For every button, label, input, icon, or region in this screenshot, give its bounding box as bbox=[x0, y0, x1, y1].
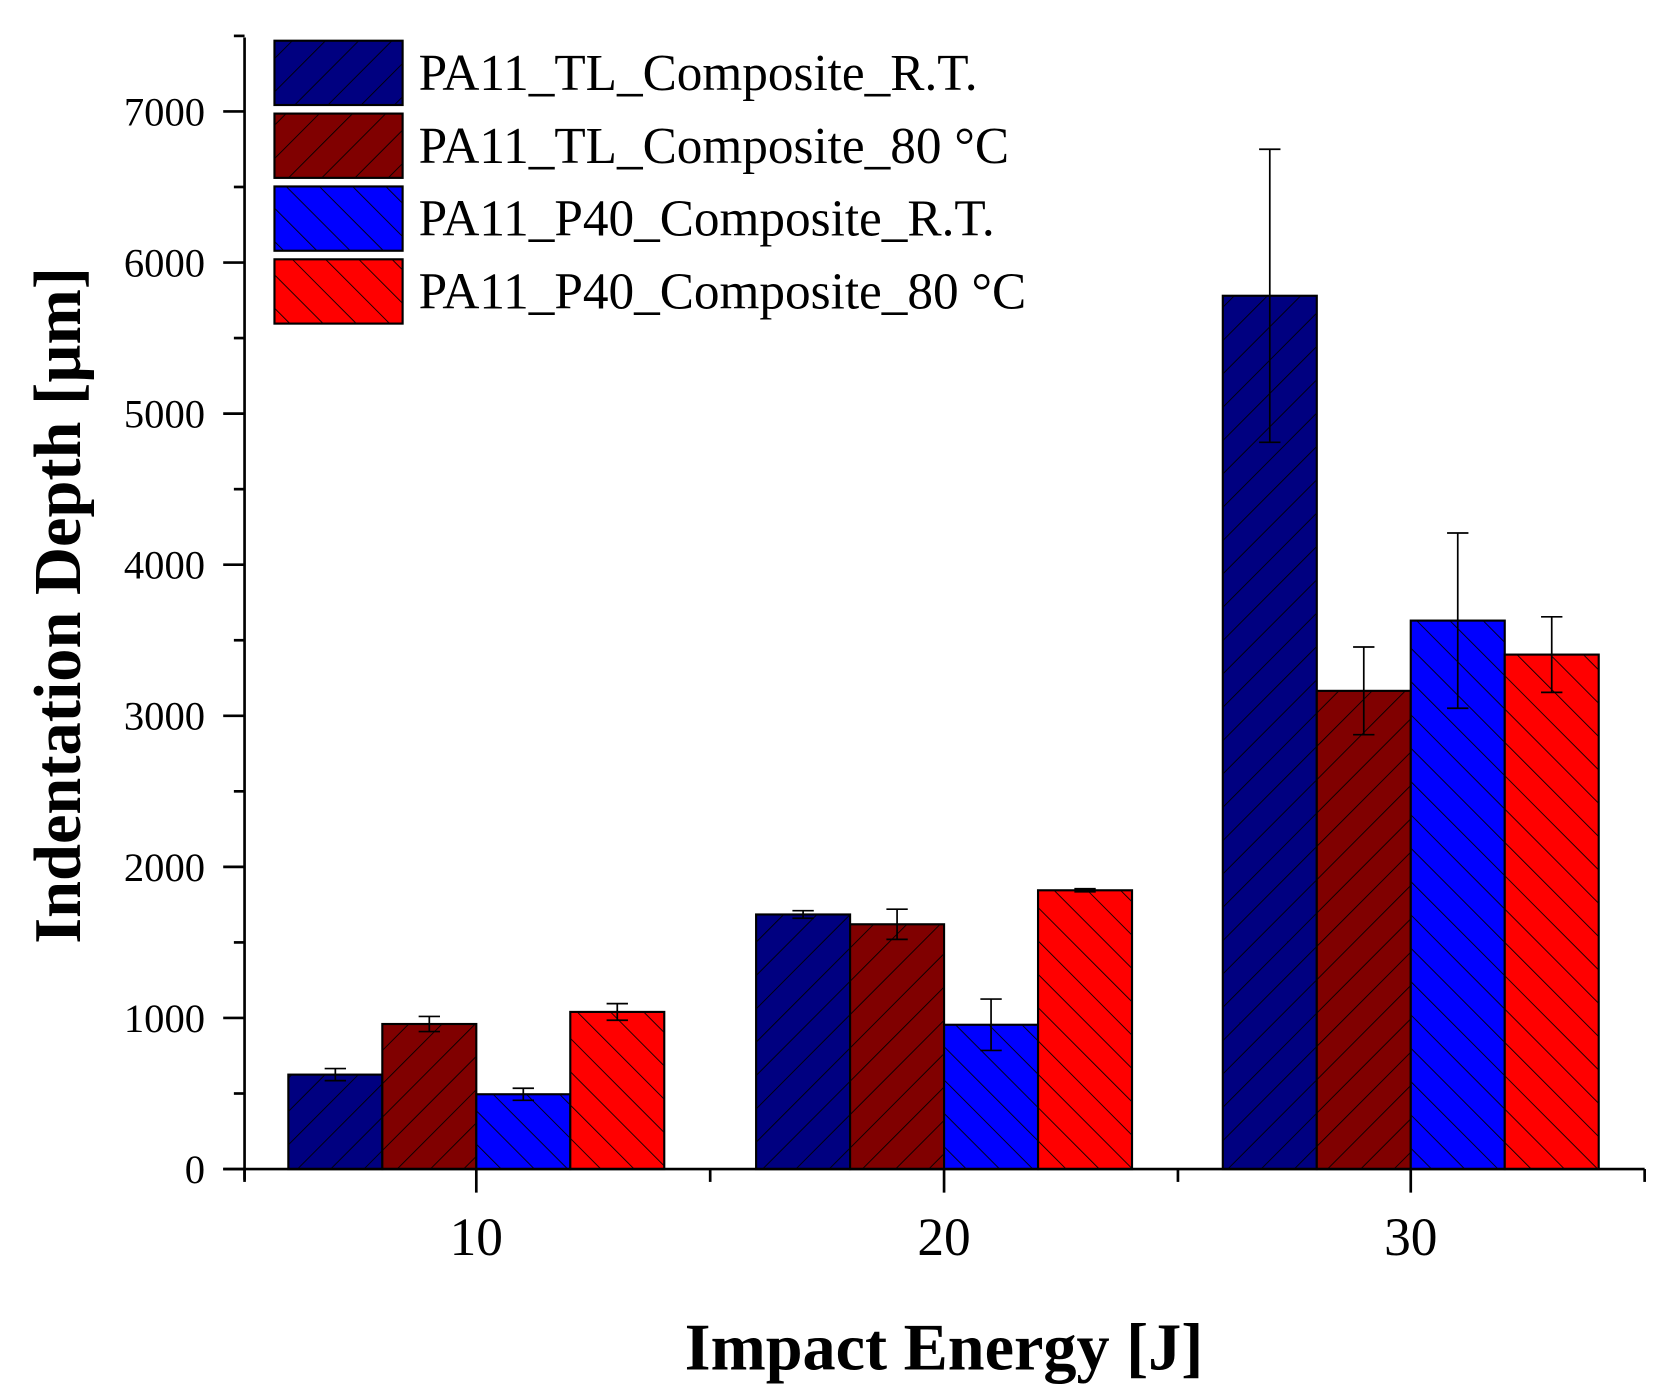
bar-group bbox=[1315, 646, 1412, 1171]
bar-group bbox=[287, 1067, 384, 1171]
legend-swatch-hatch bbox=[273, 185, 404, 252]
y-tick-label: 5000 bbox=[124, 391, 205, 436]
x-axis-title: Impact Energy [J] bbox=[685, 1311, 1204, 1384]
bar-group bbox=[569, 1002, 666, 1171]
legend-label: PA11_TL_Composite_R.T. bbox=[419, 45, 978, 102]
y-tick-label: 0 bbox=[185, 1147, 205, 1192]
bar-group bbox=[381, 1015, 478, 1171]
y-tick-label: 2000 bbox=[124, 845, 205, 890]
bar-hatch bbox=[569, 1010, 666, 1171]
bar-group bbox=[475, 1087, 572, 1171]
bar-hatch bbox=[1315, 689, 1412, 1171]
bar-group bbox=[1409, 532, 1506, 1171]
bar-hatch bbox=[381, 1022, 478, 1171]
y-tick-label: 3000 bbox=[124, 694, 205, 739]
axes-layer: 0 1000 2000 3000 4000 5000 6000 7000 10 20 30 bbox=[124, 34, 1646, 1267]
legend-swatch-hatch bbox=[273, 258, 404, 325]
legend-swatch-hatch bbox=[273, 112, 404, 179]
legend-label: PA11_P40_Composite_80 °C bbox=[419, 264, 1027, 321]
bar-group bbox=[755, 909, 852, 1171]
bar-hatch bbox=[1036, 889, 1134, 1171]
bar-group bbox=[942, 998, 1040, 1171]
bar-group bbox=[1036, 887, 1134, 1171]
x-tick-label: 10 bbox=[450, 1207, 503, 1267]
y-tick-label: 1000 bbox=[124, 996, 205, 1041]
legend-label: PA11_TL_Composite_80 °C bbox=[419, 118, 1009, 175]
y-tick-label: 6000 bbox=[124, 240, 205, 285]
y-tick-label: 7000 bbox=[124, 89, 205, 134]
bar-group bbox=[1503, 615, 1600, 1171]
x-tick-label: 20 bbox=[917, 1207, 970, 1267]
bar-hatch bbox=[1503, 653, 1600, 1171]
bar-hatch bbox=[849, 923, 946, 1171]
bar-group bbox=[849, 908, 946, 1171]
legend-swatch-hatch bbox=[273, 39, 404, 107]
bars-layer bbox=[287, 148, 1600, 1171]
y-axis-title: Indentation Depth [µm] bbox=[22, 267, 95, 944]
bar-group bbox=[1221, 148, 1318, 1171]
bar-hatch bbox=[287, 1073, 384, 1171]
y-tick-label: 4000 bbox=[124, 543, 205, 588]
legend: PA11_TL_Composite_R.T. PA11_TL_Composite_… bbox=[273, 39, 1027, 325]
x-tick-label: 30 bbox=[1384, 1207, 1437, 1267]
legend-label: PA11_P40_Composite_R.T. bbox=[419, 191, 995, 248]
bar-hatch bbox=[1409, 619, 1506, 1171]
bar-hatch bbox=[475, 1093, 572, 1171]
bar-hatch bbox=[755, 913, 852, 1171]
